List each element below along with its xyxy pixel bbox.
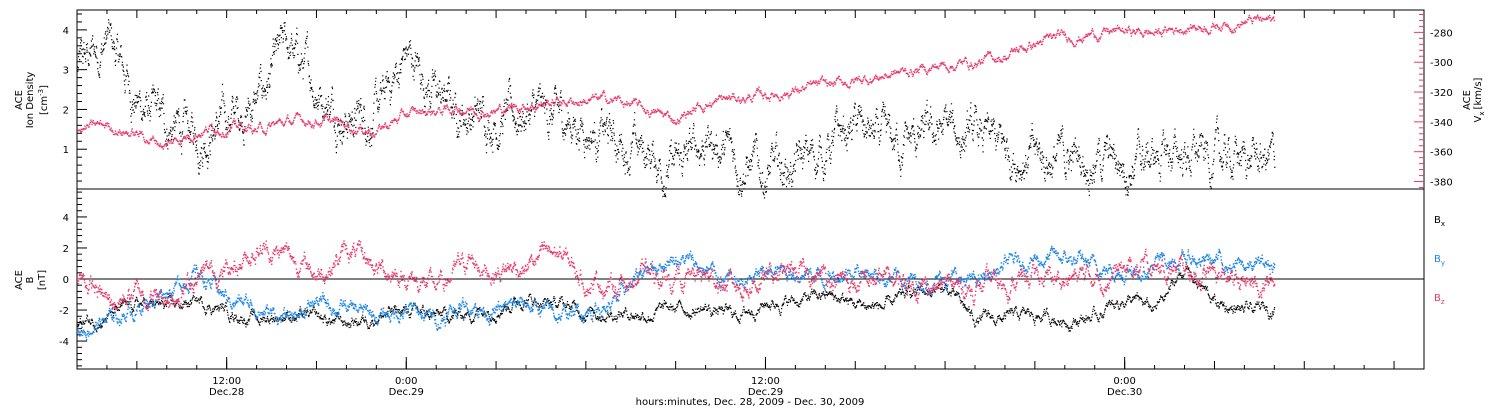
x-tick-time: 0:00 bbox=[395, 376, 417, 387]
top-right-tick-label: -340 bbox=[1430, 118, 1453, 129]
units-close: ] bbox=[39, 85, 50, 89]
series-layer bbox=[77, 14, 1276, 341]
x-tick-time: 0:00 bbox=[1113, 376, 1135, 387]
top-left-tick-label: 1 bbox=[63, 145, 69, 156]
top-right-axis-label: ACE Vx [km/s] bbox=[1462, 77, 1486, 122]
top-left-label-line1: ACE bbox=[14, 90, 25, 110]
top-left-tick-label: 2 bbox=[63, 105, 69, 116]
velocity-x-series bbox=[77, 14, 1276, 150]
vx-v: V bbox=[1473, 115, 1484, 122]
x-tick-date: Dec.29 bbox=[748, 387, 783, 398]
top-right-tick-label: -360 bbox=[1430, 148, 1453, 159]
x-tick-time: 12:00 bbox=[751, 376, 780, 387]
bx-points bbox=[77, 265, 1276, 333]
bottom-left-tick-label: 0 bbox=[63, 275, 69, 286]
top-left-axis: 1 2 3 4 bbox=[63, 13, 87, 182]
vx-units: [km/s] bbox=[1473, 77, 1484, 109]
top-right-tick-label: -300 bbox=[1430, 58, 1453, 69]
bottom-left-label-line2: B bbox=[25, 276, 36, 283]
legend-bz-sub: z bbox=[1441, 298, 1445, 306]
bottom-left-tick-label: 4 bbox=[63, 213, 69, 224]
x-axis-title: hours:minutes, Dec. 28, 2009 - Dec. 30, … bbox=[636, 397, 865, 408]
legend: Bx By Bz bbox=[1434, 215, 1445, 306]
ion-density-points bbox=[77, 19, 1276, 199]
top-left-tick-label: 3 bbox=[63, 66, 69, 77]
top-right-label-line1: ACE bbox=[1462, 90, 1473, 110]
x-tick-date: Dec.28 bbox=[209, 387, 244, 398]
units-cm: [cm bbox=[39, 96, 50, 115]
legend-bx-b: B bbox=[1434, 215, 1441, 226]
bottom-left-tick-label: -4 bbox=[59, 337, 69, 348]
bottom-left-tick-label: -2 bbox=[59, 306, 69, 317]
legend-by-sub: y bbox=[1441, 259, 1445, 267]
legend-bz-b: B bbox=[1434, 293, 1441, 304]
top-right-axis: -280 -300 -320 -340 -360 -380 bbox=[1414, 13, 1453, 189]
bottom-left-axis: -4 -2 0 2 4 bbox=[59, 191, 87, 367]
bottom-left-label-line3: [nT] bbox=[37, 270, 48, 290]
top-left-label-units: [cm-3] bbox=[37, 85, 50, 115]
bz-points bbox=[77, 240, 1276, 312]
vx-sub: x bbox=[1478, 111, 1486, 115]
top-left-tick-label: 4 bbox=[63, 26, 69, 37]
units-exp: -3 bbox=[37, 89, 45, 96]
top-right-tick-label: -280 bbox=[1430, 28, 1453, 39]
bx-series bbox=[77, 265, 1276, 333]
x-tick-time: 12:00 bbox=[212, 376, 241, 387]
by-points bbox=[77, 245, 1276, 341]
top-left-label-line2: Ion Density bbox=[25, 72, 36, 129]
bz-series bbox=[77, 240, 1276, 312]
ion-density-series bbox=[77, 19, 1276, 199]
legend-by-b: B bbox=[1434, 254, 1441, 265]
top-right-tick-label: -320 bbox=[1430, 88, 1453, 99]
bottom-left-tick-label: 2 bbox=[63, 244, 69, 255]
x-axis-ticks: 12:00Dec.280:00Dec.2912:00Dec.290:00Dec.… bbox=[76, 10, 1425, 398]
bottom-left-label-line1: ACE bbox=[14, 270, 25, 290]
x-tick-date: Dec.29 bbox=[389, 387, 424, 398]
legend-by: By bbox=[1434, 254, 1445, 267]
bottom-left-axis-label: ACE B [nT] bbox=[14, 270, 48, 290]
top-left-axis-label: ACE Ion Density [cm-3] bbox=[14, 72, 50, 129]
legend-bx: Bx bbox=[1434, 215, 1445, 228]
by-series bbox=[77, 245, 1276, 341]
top-right-label-line2: Vx [km/s] bbox=[1473, 77, 1486, 122]
velocity-x-points bbox=[77, 14, 1276, 150]
x-tick-date: Dec.30 bbox=[1107, 387, 1142, 398]
legend-bx-sub: x bbox=[1441, 220, 1445, 228]
legend-bz: Bz bbox=[1434, 293, 1445, 306]
top-right-tick-label: -380 bbox=[1430, 178, 1453, 189]
